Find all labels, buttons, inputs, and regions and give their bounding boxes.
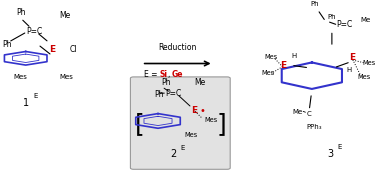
FancyBboxPatch shape [130,77,230,169]
Text: ]: ] [216,112,226,136]
Text: Ge: Ge [172,70,183,79]
Text: Cl: Cl [70,45,77,54]
Text: 3: 3 [328,149,334,159]
Text: Ph: Ph [154,90,164,99]
Text: E: E [180,145,184,151]
Text: Mes: Mes [184,132,198,138]
Text: Si: Si [160,70,167,79]
Text: E: E [191,106,197,115]
Text: H: H [346,67,351,73]
Text: E: E [49,45,55,54]
Text: ,: , [168,70,173,79]
Text: E: E [337,144,342,150]
Text: C: C [307,111,311,117]
Text: Ph: Ph [311,1,319,7]
Text: E =: E = [144,70,160,79]
Text: P=C: P=C [337,20,353,29]
Text: 1: 1 [23,98,29,108]
Text: Ph: Ph [161,78,170,87]
Text: Ph: Ph [328,14,336,19]
Text: Me: Me [60,11,71,20]
Text: Mes: Mes [14,74,28,80]
Text: PPh₃: PPh₃ [306,124,322,130]
Text: E: E [33,93,37,99]
Text: Mes: Mes [204,117,217,123]
Text: E: E [280,61,286,70]
Text: Reduction: Reduction [158,43,197,52]
Text: Mes: Mes [261,70,274,76]
Text: Ph: Ph [2,40,11,49]
Text: [: [ [135,112,145,136]
Text: Mes: Mes [362,60,376,66]
Text: Mes: Mes [265,54,278,60]
Text: P=C: P=C [27,27,43,36]
Text: Mes: Mes [60,74,74,80]
Text: Mes: Mes [357,74,371,80]
Text: P=C: P=C [165,89,181,98]
Text: Me: Me [361,17,371,23]
Text: H: H [291,53,296,59]
Text: 2: 2 [170,149,176,159]
Text: Me: Me [292,109,303,115]
Text: •: • [199,106,205,116]
Text: Ph: Ph [16,8,26,17]
Text: E: E [350,53,356,62]
Text: Me: Me [194,78,205,87]
